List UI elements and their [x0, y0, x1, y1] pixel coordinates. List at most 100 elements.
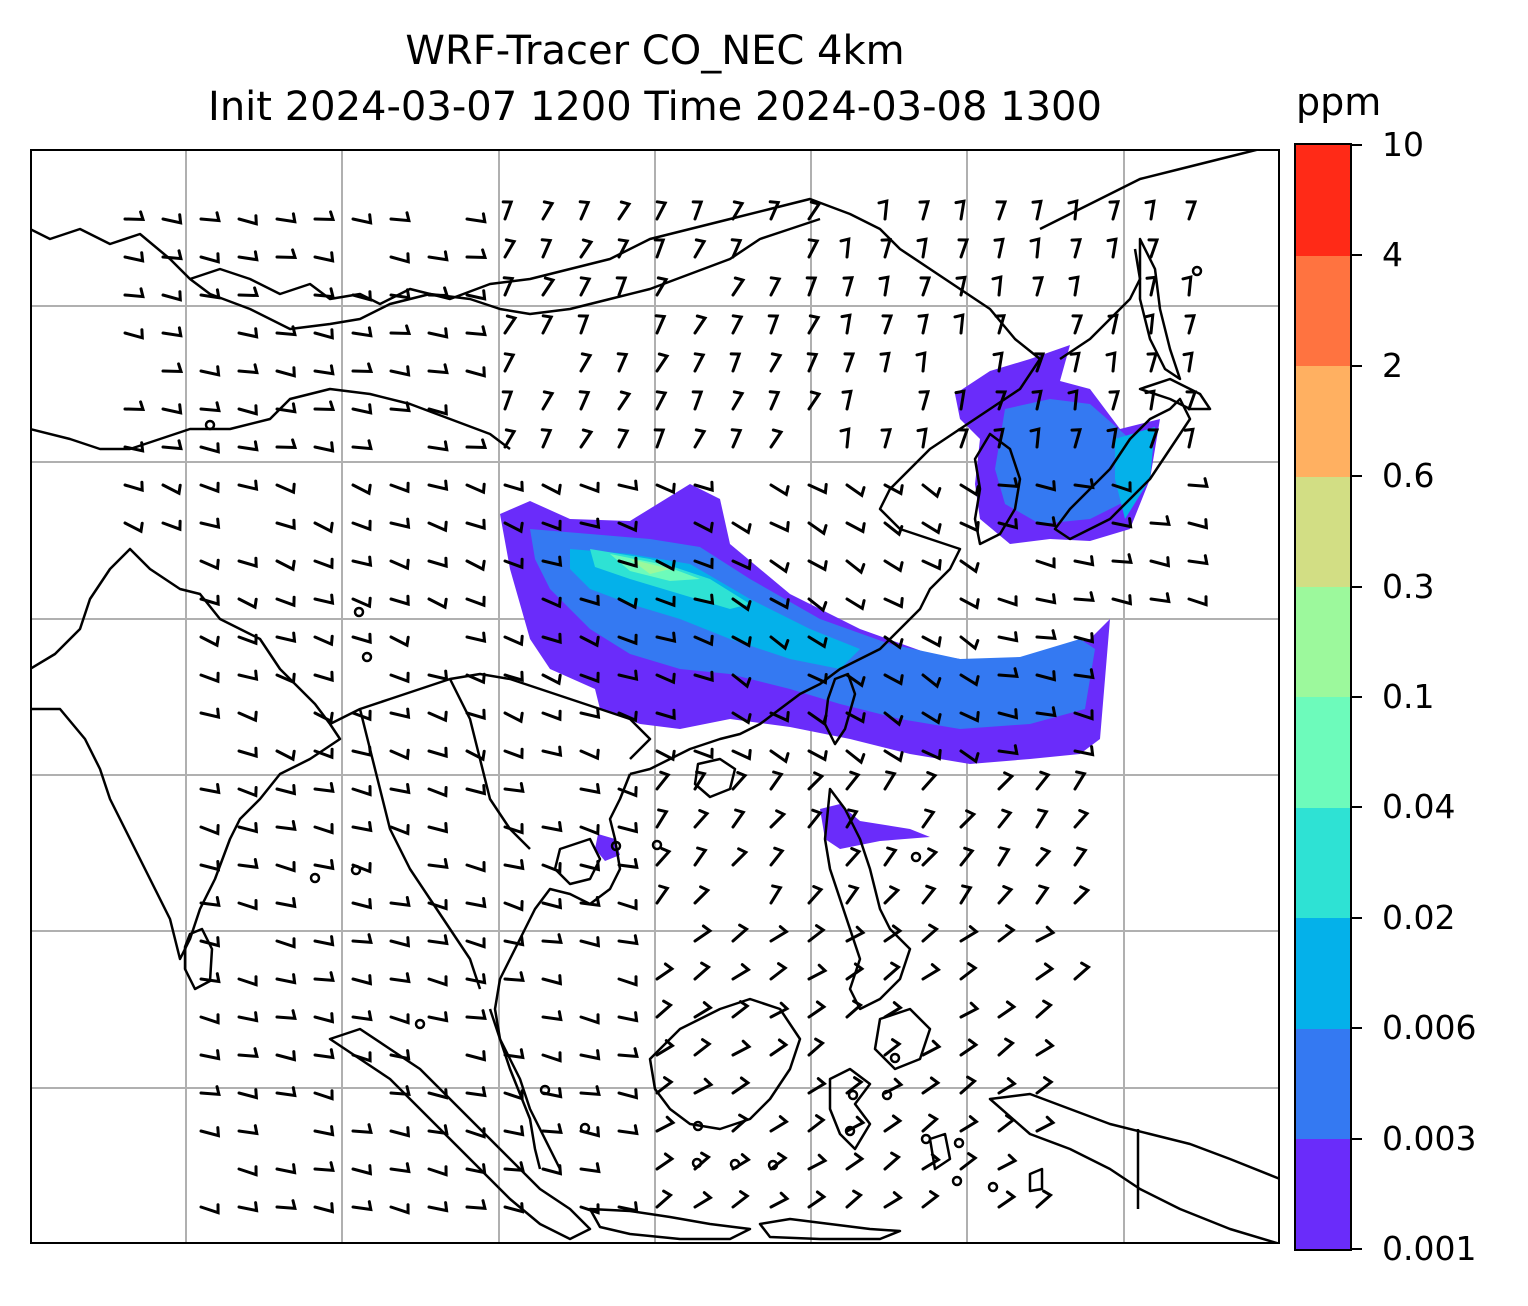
wind-barb [275, 631, 297, 644]
wind-barb [655, 999, 674, 1019]
wind-barb [1147, 238, 1160, 259]
wind-barb [427, 822, 449, 834]
wind-barb [161, 213, 183, 225]
wind-barb [579, 896, 601, 908]
wind-barb [199, 288, 221, 300]
wind-barb [655, 770, 671, 791]
wind-barb [845, 521, 866, 534]
wind-barb [465, 897, 487, 909]
wind-barb [541, 1010, 563, 1022]
wind-barb [465, 937, 486, 949]
wind-barb [237, 746, 258, 759]
wind-barb [237, 786, 258, 798]
wind-barb [465, 672, 486, 685]
wind-barb [237, 858, 259, 870]
wind-barb [351, 974, 373, 986]
wind-barb [693, 670, 714, 683]
wind-barb [427, 1011, 449, 1023]
wind-barb [997, 744, 1019, 756]
wind-barb [579, 748, 600, 761]
wind-barb [992, 351, 1004, 373]
wind-barb [541, 632, 562, 645]
wind-barb [693, 557, 714, 570]
wind-barb [541, 200, 555, 221]
wind-barb [237, 1201, 259, 1213]
wind-barb [1035, 706, 1057, 718]
wind-barb [1107, 313, 1119, 335]
wind-barb [1035, 516, 1057, 528]
wind-barb [693, 238, 707, 259]
wind-barb [1073, 591, 1095, 603]
coastline-russia-far-east [1039, 151, 1258, 361]
wind-barb [123, 328, 144, 340]
wind-barb [617, 975, 638, 987]
calm-marker [651, 839, 663, 851]
wind-barb [427, 363, 449, 375]
wind-barb [883, 711, 904, 727]
wind-barb [541, 1123, 563, 1135]
wind-barb [881, 314, 894, 335]
wind-barb [503, 1048, 525, 1060]
wind-barb [389, 558, 410, 571]
wind-barb [161, 519, 182, 532]
wind-barb [199, 635, 220, 648]
wind-barb [199, 1085, 221, 1097]
wind-barb [579, 707, 601, 720]
wind-barb [1071, 314, 1084, 335]
border-himalaya [32, 387, 511, 451]
wind-barb [427, 479, 449, 492]
wind-barb [465, 595, 486, 608]
wind-barb [693, 809, 710, 829]
wind-barb [389, 252, 410, 264]
wind-barb [503, 1202, 525, 1214]
wind-barb [1111, 594, 1133, 606]
wind-barb [351, 821, 373, 833]
coastline-india [32, 547, 342, 961]
wind-barb [807, 597, 828, 613]
wind-barb [883, 885, 901, 905]
wind-barb [921, 559, 942, 571]
wind-barb [351, 213, 373, 225]
wind-barb [807, 238, 820, 259]
wind-barb [954, 199, 966, 221]
wind-barb [579, 635, 600, 648]
wind-barb [731, 1076, 751, 1095]
wind-barb [768, 200, 781, 221]
calm-marker [204, 419, 216, 431]
wind-barb [997, 771, 1015, 791]
wind-barb [1073, 709, 1094, 721]
wind-barb [845, 808, 859, 829]
wind-barb [275, 1009, 297, 1021]
border-mongolia-north [189, 197, 1041, 360]
wind-barb [579, 428, 594, 449]
wind-barb [1073, 478, 1095, 490]
plot-title-line-2: Init 2024-03-07 1200 Time 2024-03-08 130… [208, 84, 1102, 130]
wind-barb [807, 1114, 826, 1133]
wind-barb [617, 1201, 639, 1213]
wind-barb [503, 352, 516, 373]
calm-marker [414, 1018, 426, 1030]
wind-barb [921, 847, 939, 867]
wind-barb [731, 314, 744, 335]
wind-barb [841, 389, 853, 411]
wind-barb [465, 861, 486, 873]
wind-barb [541, 596, 562, 609]
wind-barb [997, 1000, 1017, 1019]
wind-barb [959, 1115, 979, 1133]
wind-barb [1035, 1076, 1054, 1095]
wind-barb [389, 635, 410, 648]
wind-barb [997, 885, 1014, 905]
wind-barb [579, 860, 601, 872]
wind-barb [916, 237, 928, 259]
wind-barb [997, 667, 1019, 679]
wind-barb [351, 1200, 373, 1212]
wind-barb [199, 896, 221, 908]
wind-barbs [123, 199, 1209, 1215]
wind-barb [1144, 199, 1156, 221]
wind-barb [1035, 962, 1055, 981]
wind-barb [616, 352, 629, 373]
wind-barb [921, 884, 937, 905]
colorbar-tick [1352, 1137, 1362, 1140]
wind-barb [1035, 884, 1050, 905]
wind-barb [655, 276, 669, 297]
